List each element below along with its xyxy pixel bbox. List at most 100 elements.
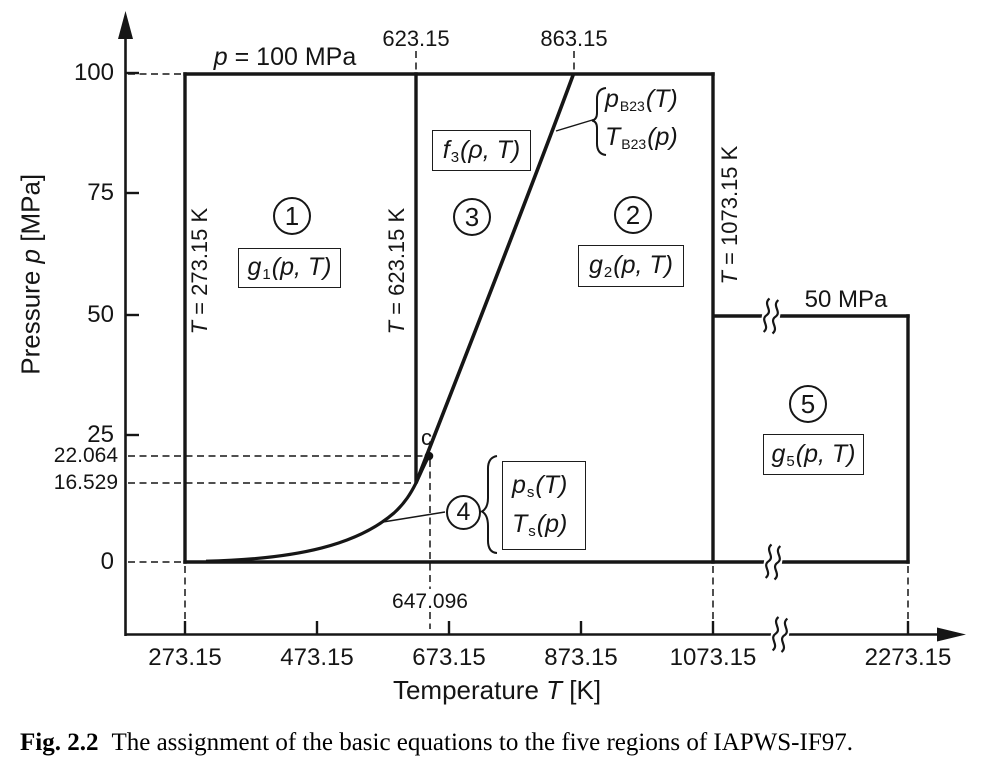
region-1-number: 1 — [284, 200, 300, 231]
region-4-eq1-fn: p — [512, 471, 526, 499]
y-tick-22-064: 22.064 — [53, 444, 118, 467]
region-5-equation: g5(p, T) — [772, 440, 856, 470]
t-863-top-label: 863.15 — [540, 26, 608, 51]
boundary-1073k-label: T = 1073.15 K — [716, 127, 742, 303]
figure-caption: Fig. 2.2 The assignment of the basic equa… — [20, 729, 853, 757]
region-4-equation-box: ps(T) Ts(p) — [502, 461, 586, 550]
region-5-eq-fn: g — [771, 439, 786, 468]
region-5-equation-box: g5(p, T) — [763, 434, 864, 475]
y-axis-label-var: p — [15, 249, 46, 264]
region-4-eq2-sub: s — [528, 523, 536, 540]
boundary-273k-label: T = 273.15 K — [186, 191, 212, 351]
b23-eq2-sub: B23 — [621, 136, 647, 152]
region-3-equation: f3(ρ, T) — [443, 136, 520, 166]
y-ticks — [125, 71, 139, 437]
boundary-273k-var: T — [186, 320, 212, 335]
boundary-273k-rest: = 273.15 K — [186, 207, 212, 321]
isobar-50mpa-label: 50 MPa — [804, 286, 888, 313]
boundary-623k-rest: = 623.15 K — [383, 207, 409, 321]
region-3-number: 3 — [464, 201, 480, 232]
x-axis-label: Temperature T [K] — [347, 676, 647, 705]
b23-eq1-fn: p — [605, 85, 619, 113]
region-5-eq-sub: 5 — [786, 452, 795, 470]
boundary-1073k-var: T — [716, 271, 742, 285]
figure-caption-text: The assignment of the basic equations to… — [111, 729, 853, 756]
region-1-equation: g1(p, T) — [248, 253, 332, 283]
region-4-eq2-args: (p) — [536, 510, 568, 538]
x-axis-arrowhead — [937, 627, 966, 642]
y-tick-50: 50 — [87, 301, 114, 328]
b23-eq2: TB23(p) — [605, 123, 678, 151]
region-4-eq1-sub: s — [526, 484, 535, 501]
region4-leader-line — [382, 511, 446, 523]
region-3-equation-box: f3(ρ, T) — [432, 130, 531, 171]
x-ticks — [183, 621, 910, 634]
y-tick-16-529: 16.529 — [53, 471, 118, 494]
region-1-equation-box: g1(p, T) — [238, 248, 341, 288]
boundary-623k-label: T = 623.15 K — [383, 191, 409, 351]
b23-eq2-fn: T — [605, 123, 621, 151]
b23-curve — [414, 73, 576, 484]
figure-caption-label: Fig. 2.2 — [20, 729, 99, 756]
y-tick-0: 0 — [100, 548, 114, 575]
b23-equation-1: pB23(T) — [605, 85, 678, 114]
critical-point-label: c — [421, 425, 432, 450]
region-2-equation: g2(p, T) — [589, 251, 673, 281]
x-tick-873-15: 873.15 — [544, 644, 618, 671]
region4-brace — [480, 455, 498, 554]
boundary-1073k-rest: = 1073.15 K — [716, 145, 742, 272]
region-4-equation-1: ps(T) — [512, 471, 567, 501]
y-tick-75: 75 — [87, 179, 114, 206]
region-4-circle: 4 — [446, 495, 481, 530]
boundary-623k-var: T — [383, 320, 409, 335]
isobar-100mpa-rest: = 100 MPa — [227, 43, 357, 71]
region-2-equation-box: g2(p, T) — [578, 245, 684, 287]
region-5-number: 5 — [800, 388, 816, 419]
x-tick-473-15: 473.15 — [280, 644, 354, 671]
y-tick-25: 25 — [87, 421, 114, 448]
b23-eq2-args: (p) — [647, 123, 678, 151]
region-1-eq-fn: g — [247, 253, 262, 281]
y-tick-100: 100 — [73, 59, 114, 86]
region-1-circle: 1 — [273, 197, 311, 235]
region-4-eq1-args: (T) — [535, 471, 568, 499]
region-3-eq-args: (ρ, T) — [460, 135, 521, 164]
break-marks — [760, 297, 791, 653]
saturation-curve — [205, 455, 431, 563]
critical-point-dot — [424, 451, 434, 461]
region-4-eq2-fn: T — [512, 510, 528, 538]
b23-equation-2: TB23(p) — [605, 123, 678, 152]
region-5-circle: 5 — [789, 385, 827, 423]
region-5-eq-args: (p, T) — [795, 439, 856, 468]
b23-eq1-args: (T) — [645, 85, 678, 113]
region-boundaries — [183, 72, 910, 564]
region-3-circle: 3 — [453, 198, 491, 236]
isobar-100mpa-label: p = 100 MPa — [195, 43, 375, 72]
x-tick-2273-15: 2273.15 — [864, 644, 952, 671]
x-axis-label-var: T — [546, 675, 563, 705]
b23-eq1: pB23(T) — [605, 85, 678, 113]
region-2-number: 2 — [625, 199, 641, 230]
region-1-eq-sub: 1 — [262, 266, 271, 283]
region-2-eq-sub: 2 — [603, 264, 613, 281]
isobar-100mpa-var: p — [213, 43, 228, 71]
y-axis-arrowhead — [118, 11, 133, 39]
b23-leader-line — [555, 118, 595, 132]
region-2-eq-fn: g — [589, 251, 603, 279]
region-2-circle: 2 — [614, 196, 652, 234]
x-tick-273-15: 273.15 — [148, 644, 222, 671]
t-623-top-label: 623.15 — [382, 26, 450, 51]
region-3-eq-fn: f — [442, 135, 450, 164]
x-tick-1073-15: 1073.15 — [669, 644, 757, 671]
x-tick-673-15: 673.15 — [412, 644, 486, 671]
x-axis-label-post: [K] — [562, 675, 602, 705]
t-647-096-label: 647.096 — [392, 590, 468, 613]
b23-brace — [591, 87, 607, 156]
region-4-equation-2: Ts(p) — [512, 510, 567, 540]
region-3-eq-sub: 3 — [450, 148, 460, 166]
b23-eq1-sub: B23 — [619, 98, 645, 114]
x-axis-label-pre: Temperature — [392, 675, 547, 705]
region-4-number: 4 — [456, 498, 471, 526]
